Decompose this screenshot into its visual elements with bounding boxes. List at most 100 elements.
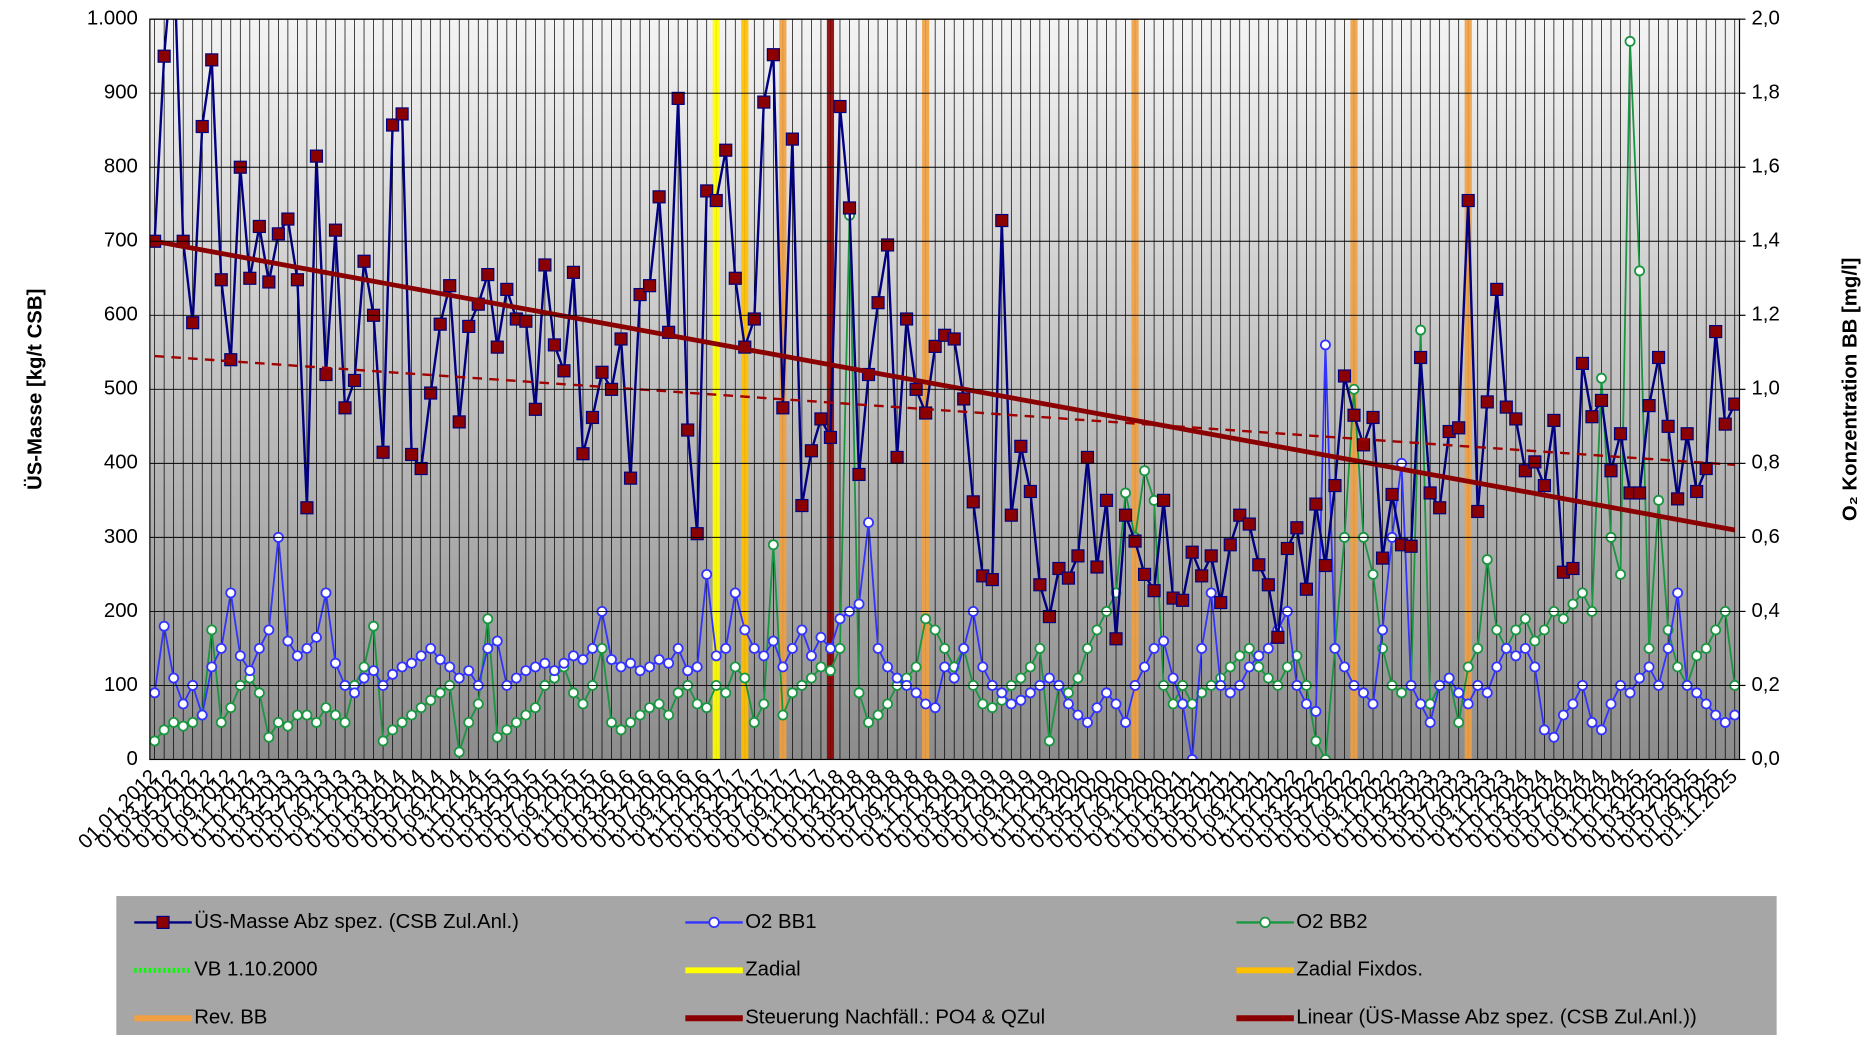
data-point bbox=[1139, 465, 1151, 477]
data-point bbox=[890, 450, 904, 465]
y-tick-label: 800 bbox=[104, 156, 138, 178]
data-point bbox=[1262, 642, 1274, 654]
data-point bbox=[1471, 504, 1485, 519]
data-point bbox=[177, 720, 189, 732]
data-point bbox=[1234, 650, 1246, 662]
data-point bbox=[777, 661, 789, 673]
data-point bbox=[215, 717, 227, 728]
data-point bbox=[1499, 400, 1513, 414]
data-point bbox=[1120, 487, 1131, 499]
data-point bbox=[1709, 324, 1723, 339]
data-point bbox=[834, 613, 846, 625]
data-point bbox=[500, 282, 514, 296]
data-point bbox=[328, 223, 343, 237]
y2-tick-label: 1,0 bbox=[1751, 378, 1779, 400]
data-point bbox=[1519, 613, 1531, 625]
data-point bbox=[168, 717, 180, 728]
data-point bbox=[1262, 672, 1274, 684]
data-point bbox=[615, 724, 627, 736]
data-point bbox=[1604, 464, 1618, 478]
data-point bbox=[691, 661, 703, 673]
data-point bbox=[1718, 417, 1732, 431]
data-point bbox=[262, 275, 276, 289]
data-point bbox=[1461, 193, 1475, 208]
data-point bbox=[948, 672, 960, 684]
data-point bbox=[1062, 698, 1074, 710]
data-point bbox=[729, 661, 741, 673]
data-point bbox=[825, 642, 836, 654]
data-point bbox=[880, 238, 895, 252]
data-point bbox=[1128, 534, 1142, 548]
y-tick-label: 700 bbox=[104, 230, 138, 252]
data-point bbox=[425, 642, 437, 654]
data-point bbox=[1109, 632, 1123, 646]
data-point bbox=[1110, 698, 1122, 710]
data-point bbox=[815, 631, 827, 643]
data-point bbox=[234, 650, 246, 662]
data-point bbox=[1414, 350, 1428, 365]
data-point bbox=[786, 687, 798, 699]
legend-marker bbox=[708, 916, 720, 929]
data-point bbox=[290, 273, 304, 287]
data-point bbox=[653, 654, 665, 665]
data-point bbox=[957, 392, 971, 406]
data-point bbox=[1710, 624, 1722, 636]
data-point bbox=[644, 661, 656, 673]
data-point bbox=[281, 212, 295, 226]
data-point bbox=[1529, 661, 1541, 673]
data-point bbox=[1072, 672, 1084, 684]
data-point bbox=[1691, 687, 1703, 699]
data-point bbox=[463, 665, 475, 677]
data-point bbox=[882, 661, 894, 673]
data-point bbox=[748, 717, 760, 728]
data-point bbox=[368, 665, 380, 677]
data-point bbox=[396, 661, 408, 673]
data-point bbox=[595, 365, 609, 379]
data-point bbox=[966, 495, 980, 509]
data-point bbox=[767, 635, 779, 647]
data-point bbox=[301, 642, 313, 654]
data-point bbox=[1642, 399, 1656, 413]
data-point bbox=[1404, 539, 1418, 553]
data-point bbox=[1396, 687, 1408, 699]
data-point bbox=[263, 731, 275, 743]
data-point bbox=[357, 254, 371, 268]
data-point bbox=[1158, 635, 1170, 647]
data-point bbox=[1700, 698, 1712, 710]
y-tick-label: 1.000 bbox=[87, 8, 138, 30]
data-point bbox=[539, 657, 551, 669]
data-point bbox=[1118, 508, 1133, 522]
data-point bbox=[958, 642, 970, 654]
data-point bbox=[900, 312, 914, 326]
data-point bbox=[1594, 393, 1609, 408]
data-point bbox=[577, 698, 589, 710]
data-point bbox=[805, 672, 817, 684]
data-point bbox=[1510, 650, 1522, 662]
data-point bbox=[338, 401, 352, 415]
data-point bbox=[986, 702, 998, 714]
trend-line bbox=[154, 354, 1735, 467]
data-point bbox=[1072, 709, 1084, 721]
data-point bbox=[1261, 578, 1275, 592]
data-point bbox=[529, 661, 541, 673]
data-point bbox=[528, 402, 542, 416]
data-point bbox=[1415, 324, 1427, 336]
data-point bbox=[330, 709, 341, 721]
data-point bbox=[206, 661, 218, 673]
data-point bbox=[1004, 508, 1018, 522]
data-point bbox=[195, 119, 209, 134]
data-point bbox=[1661, 419, 1675, 433]
data-point bbox=[1042, 610, 1056, 624]
data-point bbox=[1082, 642, 1093, 654]
data-point bbox=[919, 406, 933, 420]
data-point bbox=[529, 702, 541, 714]
data-point bbox=[1185, 545, 1199, 559]
data-point bbox=[1480, 395, 1494, 409]
data-point bbox=[615, 661, 627, 673]
data-point bbox=[920, 613, 932, 625]
data-point bbox=[538, 258, 552, 272]
data-point bbox=[310, 717, 322, 728]
data-point bbox=[1643, 661, 1655, 673]
data-point bbox=[625, 657, 637, 669]
data-point bbox=[547, 338, 562, 352]
